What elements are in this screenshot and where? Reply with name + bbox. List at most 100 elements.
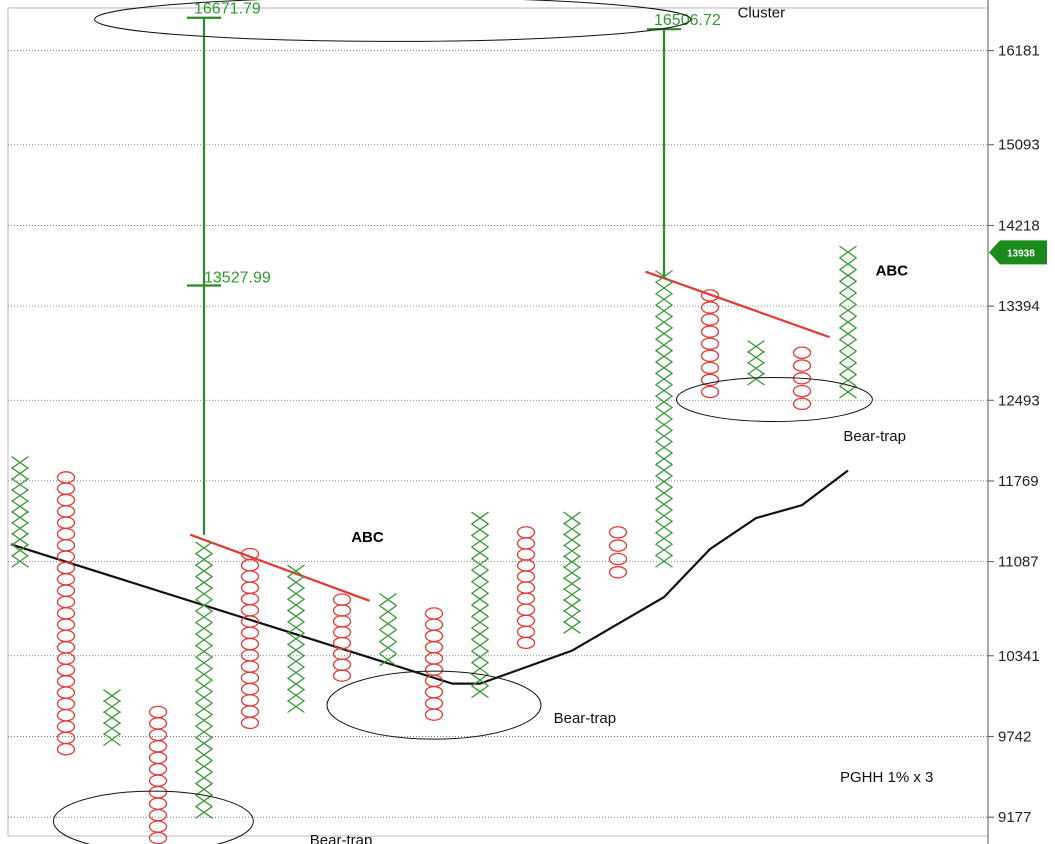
x-box (563, 511, 581, 525)
bear-trap-label: Bear-trap (843, 428, 906, 445)
x-box (287, 688, 305, 702)
x-box (195, 667, 213, 681)
o-box (56, 697, 76, 711)
x-box (655, 315, 673, 329)
x-box (195, 564, 213, 578)
current-price-label: 13938 (1007, 248, 1035, 259)
o-box (516, 581, 536, 594)
o-box (516, 625, 536, 639)
o-box (332, 636, 352, 650)
x-box (655, 395, 673, 409)
x-box (839, 327, 857, 341)
x-box (839, 338, 857, 352)
o-box (424, 629, 444, 643)
o-box (240, 626, 260, 640)
x-box (103, 721, 121, 736)
x-box (11, 499, 29, 513)
x-box (563, 544, 581, 558)
x-box (655, 452, 673, 466)
x-box (195, 690, 213, 704)
o-box (148, 785, 168, 799)
x-box (471, 511, 489, 525)
o-box (56, 505, 76, 518)
x-box (563, 555, 581, 569)
o-box (56, 573, 76, 586)
lines-layer: 16671.79 13527.99 16506.72 (10, 1, 849, 685)
o-box (240, 637, 260, 651)
o-box (148, 728, 168, 742)
x-box (471, 569, 489, 583)
o-box (56, 527, 76, 541)
current-price-badge-shape (989, 240, 1047, 265)
o-box (56, 686, 76, 699)
current-price-badge: 13938 (989, 240, 1047, 265)
x-box (287, 666, 305, 680)
x-column-12 (563, 511, 581, 634)
x-column-14 (655, 270, 673, 568)
o-box (240, 592, 260, 606)
target-label: 16506.72 (654, 12, 721, 29)
o-box (792, 359, 812, 372)
o-box (700, 361, 720, 375)
o-box (700, 301, 720, 314)
x-box (195, 598, 213, 612)
x-column-2 (103, 689, 121, 747)
x-box (11, 488, 29, 503)
x-box (195, 702, 213, 716)
x-box (379, 629, 397, 643)
x-box (287, 643, 305, 657)
o-box (424, 607, 444, 620)
o-box (240, 581, 260, 595)
x-box (839, 362, 857, 376)
o-box (424, 663, 444, 676)
highlight-ellipse-3 (675, 377, 873, 423)
x-box (195, 610, 213, 624)
x-box (471, 685, 489, 699)
x-box (195, 679, 213, 693)
o-box (148, 740, 168, 753)
x-box (287, 575, 305, 589)
o-column-15 (700, 289, 720, 399)
o-box (700, 349, 720, 363)
x-box (839, 373, 857, 387)
x-box (655, 327, 673, 341)
o-box (56, 663, 76, 677)
x-box (655, 372, 673, 386)
x-box (655, 281, 673, 295)
o-box (608, 539, 628, 552)
x-box (655, 338, 673, 352)
o-box (516, 559, 536, 572)
x-box (379, 641, 397, 655)
x-box (471, 615, 489, 629)
x-box (563, 620, 581, 634)
x-box (839, 280, 857, 294)
x-box (11, 510, 29, 524)
x-column-10 (471, 511, 489, 699)
abc-line-1 (645, 270, 830, 339)
o-box (56, 742, 76, 756)
o-box (240, 716, 260, 730)
x-box (655, 463, 673, 477)
x-box (195, 656, 213, 670)
x-box (287, 620, 305, 635)
target-label: 16671.79 (194, 1, 261, 18)
highlight-ellipse-2 (326, 670, 542, 740)
bear-trap-label: Bear-trap (310, 832, 373, 844)
symbol-label: PGHH 1% x 3 (840, 769, 933, 786)
o-box (700, 325, 720, 338)
highlight-ellipse-1 (52, 790, 254, 844)
o-box (56, 675, 76, 688)
o-box (240, 682, 260, 696)
x-box (563, 566, 581, 580)
x-box (11, 532, 29, 546)
x-box (563, 577, 581, 591)
o-box (148, 705, 168, 719)
o-box (332, 593, 352, 606)
x-box (195, 736, 213, 750)
o-box (240, 671, 260, 685)
o-box (332, 658, 352, 672)
o-column-11 (516, 526, 536, 650)
o-box (148, 751, 168, 765)
x-box (379, 605, 397, 619)
x-box (287, 632, 305, 646)
